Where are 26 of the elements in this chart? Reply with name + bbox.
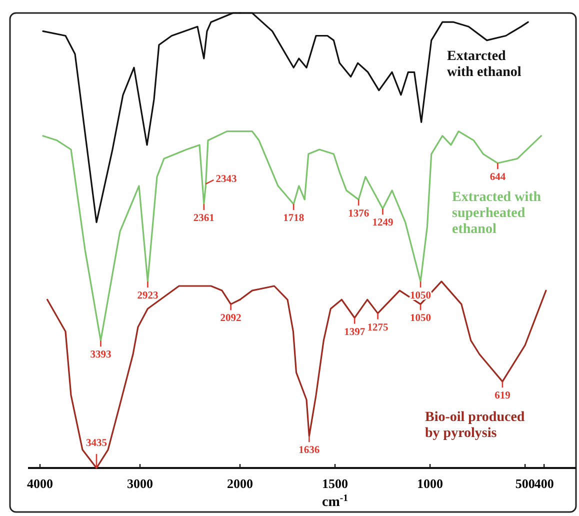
annotation: 1397 [344,326,366,338]
annotation: 2092 [220,313,242,324]
x-tick-label: 1000 [417,476,444,491]
annotation: 2361 [193,213,214,224]
annotation: 1636 [298,445,320,456]
annotation: 2923 [137,290,158,302]
x-tick-label: 400 [534,476,554,491]
annotation: 3393 [90,350,112,361]
x-tick-label: 4000 [27,476,53,491]
annotation: 1275 [367,322,388,334]
annotation: 619 [494,390,510,402]
annotation: 644 [490,172,506,184]
annotation: 3435 [86,438,107,449]
x-tick-label: 3000 [127,476,153,491]
annotation: 1718 [283,213,304,224]
x-tick-label: 1500 [322,476,348,491]
annotation: 1050 [410,313,432,324]
text: Bio-oil produced by pyrolysis [425,410,525,441]
annotation: 1376 [348,208,370,220]
series-label: Extracted with superheated ethanol [452,190,542,237]
x-tick-label: 2000 [227,476,253,491]
series-label: Extarcted with ethanol [447,49,522,80]
annotation: 2343 [216,174,237,185]
x-axis-title: cm$^{-1}$ [322,492,348,510]
x-tick-label: 500 [515,476,535,491]
annotation: 1249 [372,218,394,229]
